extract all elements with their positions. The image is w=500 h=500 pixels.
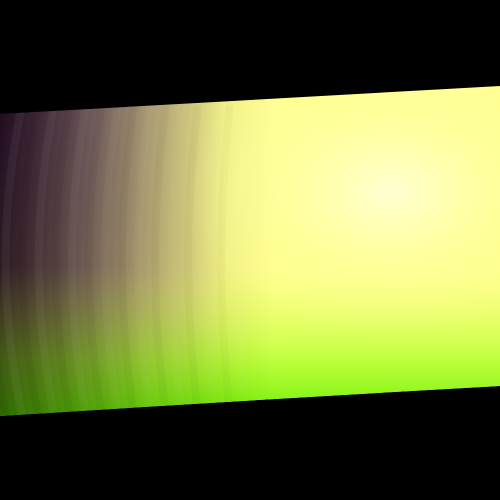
cylinder [0, 86, 500, 416]
shading-bands [0, 104, 90, 416]
shading-band [1, 104, 26, 416]
shading-band [18, 104, 42, 416]
shading-band [68, 104, 90, 416]
cylinder-highlight [0, 86, 500, 416]
shading-band [51, 104, 74, 416]
shading-band [34, 104, 58, 416]
